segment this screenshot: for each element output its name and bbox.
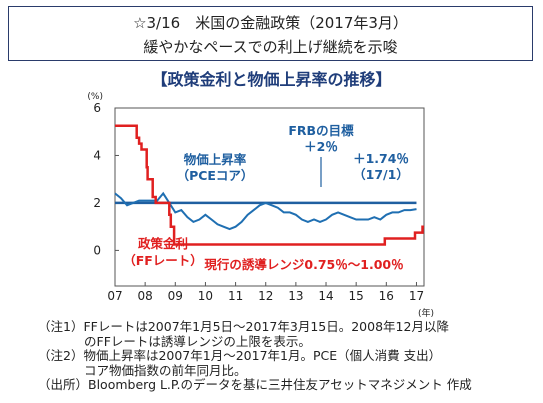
header-title: ☆3/16 米国の金融政策（2017年3月） [133,14,408,32]
pce-label-sub: （PCEコア） [177,168,254,183]
latest-value-label: ＋1.74％ [353,151,409,166]
plot-frame [114,107,425,287]
frb-target-value: ＋2％ [304,139,338,154]
x-tick-label: 09 [168,289,183,303]
y-unit-label: (%) [87,92,103,102]
header-subtitle: 緩やかなペースでの利上げ継続を示唆 [143,38,398,56]
y-tick-label: 2 [93,196,101,210]
note-1-line-1: （注1）FFレートは2007年1月5日～2017年3月15日。2008年12月以… [38,319,449,334]
y-tick-label: 0 [93,243,101,257]
header-box: ☆3/16 米国の金融政策（2017年3月） 緩やかなペースでの利上げ継続を示唆 [8,6,533,61]
chart-title: 【政策金利と物価上昇率の推移】 [151,70,392,89]
x-tick-label: 13 [288,289,303,303]
ff-rate-label-sub: （FFレート） [123,253,203,268]
ff-rate-line [115,124,424,246]
pce-label: 物価上昇率 [184,152,247,167]
note-2-line-1: （注2）物価上昇率は2007年1月～2017年1月。PCE（個人消費 支出） [38,348,442,363]
x-unit-label: (年) [418,307,434,319]
x-tick-label: 15 [349,289,364,303]
note-2-line-2: コア物価指数の前年同月比。 [84,362,247,378]
pce-core-line [114,191,417,231]
x-tick-label: 12 [258,289,273,303]
frb-target-label: FRBの目標 [288,123,354,138]
y-tick-label: 4 [93,148,101,162]
x-tick-label: 17 [409,289,424,303]
x-tick-label: 14 [318,289,333,303]
footnotes: （注1）FFレートは2007年1月5日～2017年3月15日。2008年12月以… [38,319,472,393]
x-tick-label: 10 [198,289,213,303]
x-tick-label: 16 [379,289,394,303]
x-tick-label: 08 [138,289,153,303]
note-1-line-2: のFFレートは誘導レンジの上限を表示。 [84,333,311,349]
source-note: （出所）Bloomberg L.P.のデータを基に三井住友アセットマネジメント … [38,377,472,392]
x-tick-label: 07 [107,289,122,303]
y-tick-label: 6 [93,101,101,115]
x-tick-label: 11 [228,289,243,303]
ff-rate-label: 政策金利 [138,236,188,251]
current-range-label: 現行の誘導レンジ0.75％～1.00％ [204,257,403,272]
latest-period-label: （17/1） [353,167,409,182]
